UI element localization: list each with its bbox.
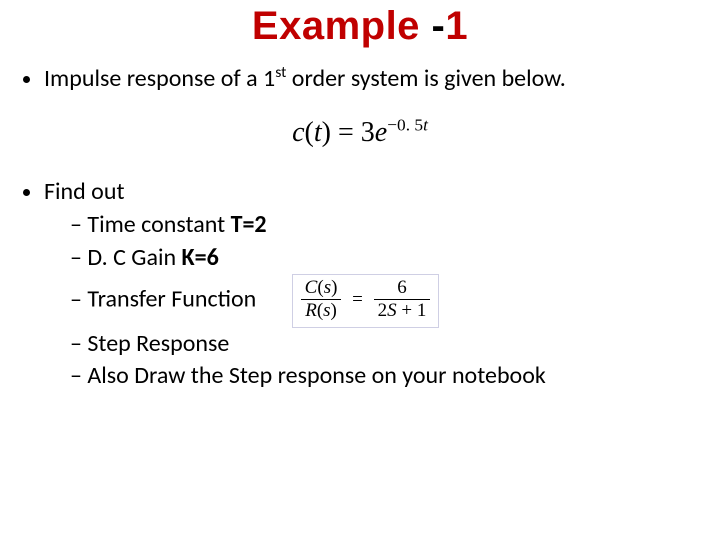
bullet-impulse-response: Impulse response of a 1st order system i…: [44, 63, 720, 94]
sub-step-text: Step Response: [87, 329, 229, 358]
sub-list: Time constant T=2 D. C Gain K=6 Transfer…: [44, 209, 720, 392]
ratio-den-S: S: [387, 300, 397, 321]
ratio-s-var-a: s: [324, 277, 331, 298]
sub-time-val: T=2: [231, 210, 267, 239]
sub-transfer-function: Transfer Function C(s) R(s) = 6 2S + 1: [70, 274, 720, 328]
slide: Example -1 Impulse response of a 1st ord…: [0, 4, 720, 540]
eq1-eq: =: [331, 117, 361, 148]
sub-step-response: Step Response: [70, 328, 720, 360]
eq1-close: ): [322, 117, 331, 148]
bullet2-text: Find out: [44, 177, 124, 206]
eq1-exp: −0. 5: [387, 116, 423, 135]
title-word-example: Example: [252, 4, 420, 48]
ratio-den-plus: +: [397, 300, 417, 321]
bullet1-pre: Impulse response of a 1: [44, 64, 275, 93]
eq1-exp-t: t: [423, 116, 428, 135]
eq1-e: e: [375, 117, 387, 148]
sub-draw: Also Draw the Step response on your note…: [70, 360, 720, 392]
ratio-right-frac: 6 2S + 1: [374, 277, 431, 323]
sub-time-pre: Time constant: [87, 210, 230, 239]
eq1-coef: 3: [361, 117, 375, 148]
equation-transfer-function: C(s) R(s) = 6 2S + 1: [292, 274, 440, 328]
ratio-s2a: ): [331, 277, 337, 298]
bullet1-sup: st: [275, 63, 286, 82]
bullet-findout: Find out Time constant T=2 D. C Gain K=6…: [44, 177, 720, 392]
ratio-s-var-b: s: [323, 300, 330, 321]
eq1-t: t: [314, 117, 322, 148]
ratio-den-one: 1: [417, 300, 427, 321]
sub-dc-gain: D. C Gain K=6: [70, 242, 720, 274]
ratio-num: 6: [374, 277, 431, 300]
bullet1-post: order system is given below.: [286, 64, 566, 93]
title-number: 1: [445, 4, 468, 48]
ratio-R: R: [305, 300, 317, 321]
equation-impulse: c(t) = 3e−0. 5t: [0, 116, 720, 149]
slide-title: Example -1: [0, 4, 720, 49]
sub-dc-val: K=6: [181, 243, 218, 272]
sub-dc-pre: D. C Gain: [87, 243, 181, 272]
ratio-C: C: [305, 277, 318, 298]
bullet-list: Impulse response of a 1st order system i…: [0, 63, 720, 94]
ratio-s2b: ): [331, 300, 337, 321]
bullet-list-2: Find out Time constant T=2 D. C Gain K=6…: [0, 177, 720, 392]
sub-time-constant: Time constant T=2: [70, 209, 720, 241]
ratio-left-frac: C(s) R(s): [301, 277, 342, 323]
title-dash: -: [420, 4, 445, 48]
sub-draw-text: Also Draw the Step response on your note…: [87, 361, 545, 390]
eq1-open: (: [305, 117, 314, 148]
sub-tf-text: Transfer Function: [87, 285, 256, 314]
ratio-eq: =: [346, 287, 369, 313]
eq1-c: c: [292, 117, 304, 148]
ratio-den-coef: 2: [378, 300, 388, 321]
